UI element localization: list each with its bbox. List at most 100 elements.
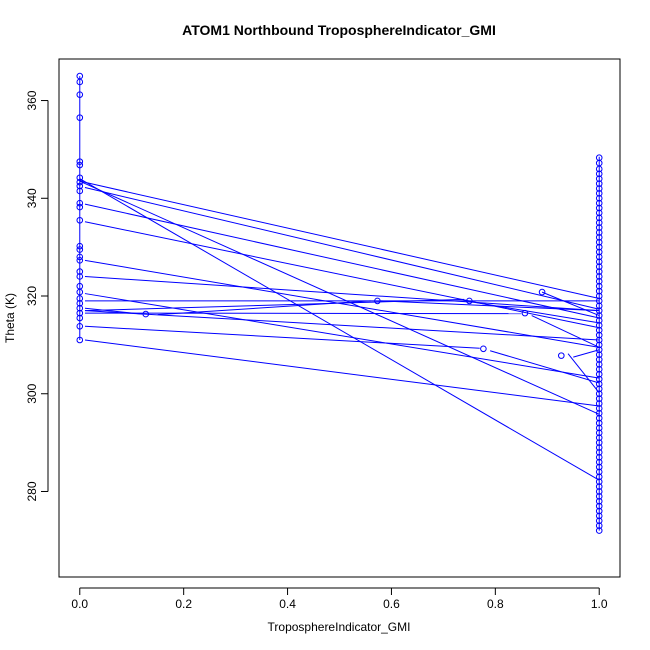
y-tick-label: 300 — [25, 383, 39, 403]
data-point-82 — [595, 385, 603, 393]
data-point-70 — [595, 326, 603, 334]
data-point-33 — [538, 288, 546, 296]
data-point-17 — [76, 268, 84, 275]
data-point-109 — [595, 517, 603, 525]
connector-line-12 — [381, 300, 600, 312]
data-point-30 — [466, 297, 473, 305]
x-tick-label: 0.4 — [279, 597, 296, 611]
x-axis-label: TroposphereIndicator_GMI — [268, 620, 411, 634]
data-point-100 — [595, 473, 603, 481]
data-point-3 — [76, 114, 84, 121]
data-point-61 — [595, 282, 603, 290]
connector-line-5 — [84, 221, 600, 329]
x-axis: 0.0 0.2 0.4 0.6 0.8 1.0 — [71, 587, 608, 611]
data-points — [76, 72, 603, 534]
data-point-83 — [595, 390, 603, 398]
data-point-39 — [595, 175, 603, 183]
data-point-38 — [595, 170, 603, 178]
data-point-20 — [76, 288, 84, 296]
y-tick-label: 360 — [25, 90, 39, 110]
data-point-52 — [595, 238, 603, 246]
data-point-92 — [595, 434, 603, 442]
data-point-37 — [595, 165, 603, 173]
data-point-40 — [595, 180, 603, 187]
y-axis-label: Theta (K) — [3, 293, 17, 343]
data-point-50 — [595, 229, 603, 236]
data-point-79 — [595, 370, 603, 378]
data-point-2 — [76, 91, 84, 98]
data-point-27 — [76, 336, 84, 344]
data-point-78 — [595, 366, 603, 373]
y-tick-label: 280 — [25, 481, 39, 501]
data-point-101 — [595, 478, 603, 486]
data-point-73 — [595, 341, 603, 349]
data-point-58 — [595, 268, 603, 275]
data-point-34 — [558, 352, 565, 359]
data-point-49 — [595, 224, 603, 231]
data-point-48 — [595, 219, 603, 227]
data-point-65 — [595, 302, 603, 310]
connector-line-22 — [567, 353, 600, 394]
connector-line-18 — [84, 325, 480, 349]
data-point-74 — [595, 346, 603, 354]
data-point-110 — [595, 522, 603, 529]
x-tick-label: 0.2 — [175, 597, 192, 611]
data-point-46 — [595, 209, 603, 217]
data-point-106 — [595, 502, 603, 510]
data-point-53 — [595, 243, 603, 251]
connector-line-7 — [84, 275, 600, 312]
data-segments — [79, 76, 600, 531]
data-point-72 — [595, 336, 603, 344]
data-point-64 — [595, 297, 603, 305]
data-point-104 — [595, 493, 603, 500]
data-point-24 — [76, 309, 84, 317]
data-point-28 — [142, 310, 150, 318]
data-point-41 — [595, 185, 603, 192]
data-point-75 — [595, 351, 603, 358]
data-point-71 — [595, 331, 603, 339]
data-point-14 — [76, 246, 84, 253]
data-point-86 — [595, 405, 603, 412]
data-point-32 — [480, 345, 487, 353]
data-point-88 — [595, 414, 603, 422]
data-point-31 — [521, 309, 529, 317]
data-point-45 — [595, 204, 603, 212]
data-point-23 — [76, 304, 84, 312]
data-point-1 — [76, 78, 84, 86]
data-point-12 — [76, 216, 84, 224]
data-point-22 — [76, 300, 84, 307]
data-point-77 — [595, 361, 603, 368]
data-point-47 — [595, 214, 603, 222]
data-point-108 — [595, 512, 603, 520]
data-point-25 — [76, 314, 84, 322]
data-point-98 — [595, 463, 603, 471]
connector-line-19 — [489, 350, 600, 384]
data-point-107 — [595, 507, 603, 515]
connector-line-6 — [84, 259, 600, 348]
data-point-76 — [595, 356, 603, 363]
data-point-54 — [595, 248, 603, 256]
data-point-18 — [76, 273, 84, 280]
data-point-55 — [595, 253, 603, 261]
connector-line-20 — [84, 339, 600, 407]
connector-line-4 — [84, 203, 600, 319]
data-point-84 — [595, 395, 603, 402]
data-point-69 — [595, 322, 603, 329]
data-point-59 — [595, 273, 603, 280]
connector-line-21 — [541, 291, 600, 317]
data-point-66 — [595, 307, 603, 314]
x-tick-label: 0.0 — [71, 597, 88, 611]
data-point-42 — [595, 190, 603, 197]
data-point-68 — [595, 317, 603, 324]
data-point-80 — [595, 375, 603, 383]
data-point-10 — [76, 199, 84, 207]
plot-frame — [58, 58, 621, 578]
data-point-26 — [76, 323, 84, 330]
data-point-97 — [595, 458, 603, 466]
data-point-103 — [595, 488, 603, 495]
data-point-57 — [595, 263, 603, 270]
data-point-99 — [595, 468, 603, 476]
data-point-4 — [76, 158, 84, 165]
